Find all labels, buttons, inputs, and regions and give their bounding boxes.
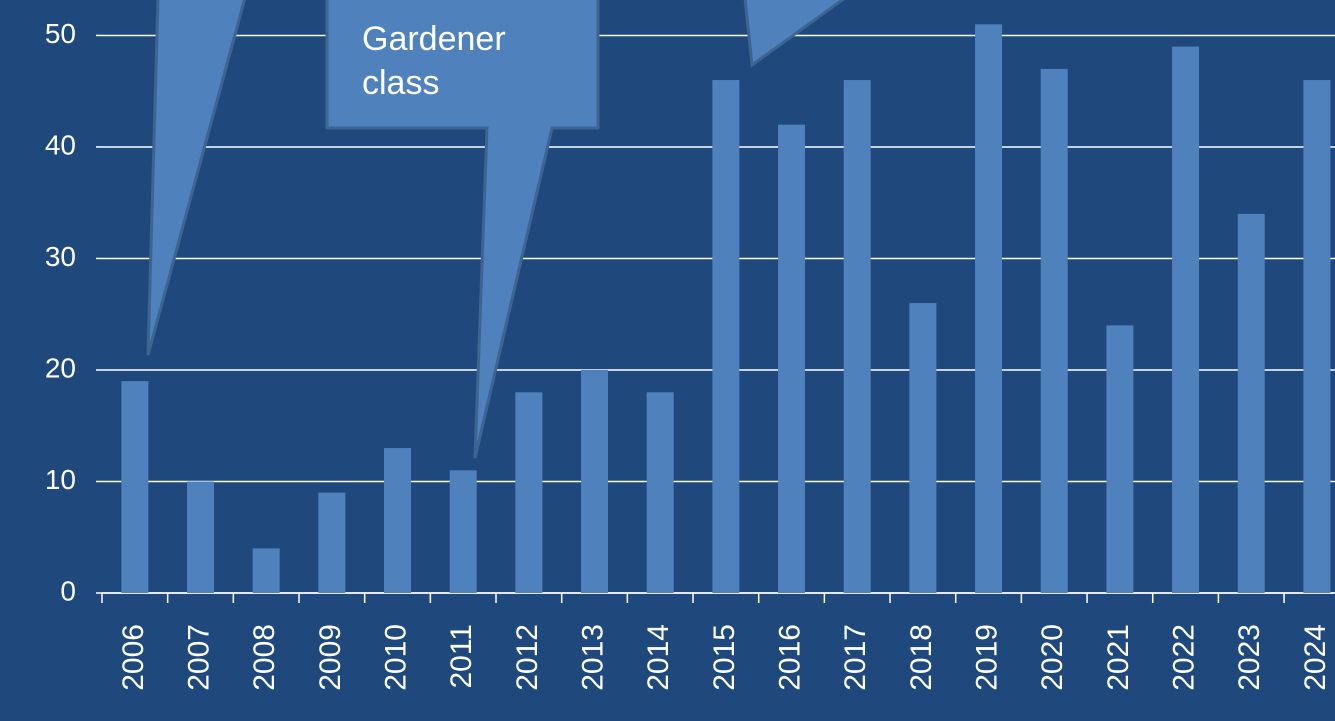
callout-tail [146,0,247,356]
x-tick-label: 2011 [445,624,478,689]
bar [843,80,871,594]
bar [581,369,609,593]
x-tick-label: 2008 [248,624,281,691]
y-tick-label: 50 [45,18,76,49]
bar [1106,325,1134,593]
x-tick-label: 2009 [314,624,347,691]
annotation-line: Gardener [362,20,506,58]
callouts: Gardener class [146,0,845,459]
callout-box [325,0,600,459]
callout-tail [743,0,845,68]
y-tick-label: 0 [60,575,76,606]
x-tick-label: 2023 [1233,624,1266,691]
x-tick-label: 2018 [905,624,938,691]
bar [909,303,937,593]
bar [712,80,740,594]
bar [1040,68,1068,594]
x-tick-label: 2007 [182,624,215,691]
bar [384,448,412,593]
bar [1303,80,1331,594]
bar [975,24,1003,594]
bar [121,381,149,593]
annotation: Gardener class [362,20,506,102]
x-tick-label: 2022 [1167,624,1200,691]
x-tick-label: 2013 [576,624,609,691]
bar [252,548,280,593]
x-tick-label: 2015 [708,624,741,691]
annotation-line: class [362,64,439,102]
bar [187,481,215,593]
bar [449,470,477,593]
bar [778,124,806,594]
x-tick-label: 2014 [642,624,675,691]
bar [318,492,346,593]
x-tick-label: 2020 [1036,624,1069,691]
x-tick-label: 2010 [379,624,412,691]
y-tick-label: 40 [45,129,76,160]
bar [1237,213,1265,593]
x-tick-label: 2019 [970,624,1003,691]
y-tick-label: 10 [45,464,76,495]
bar [515,392,543,593]
x-tick-label: 2012 [511,624,544,691]
x-tick-label: 2021 [1102,624,1135,691]
x-tick-label: 2017 [839,624,872,691]
y-tick-label: 30 [45,241,76,272]
plot-area: 0 10 20 30 40 50 2006 2007 2008 2009 2010 2011 2012 2… [45,18,1335,691]
bar [646,392,674,593]
x-tick-label: 2024 [1299,624,1332,691]
x-tick-label: 2016 [773,624,806,691]
x-tick-label: 2006 [117,624,150,691]
bar [1172,46,1200,594]
y-tick-label: 20 [45,352,76,383]
